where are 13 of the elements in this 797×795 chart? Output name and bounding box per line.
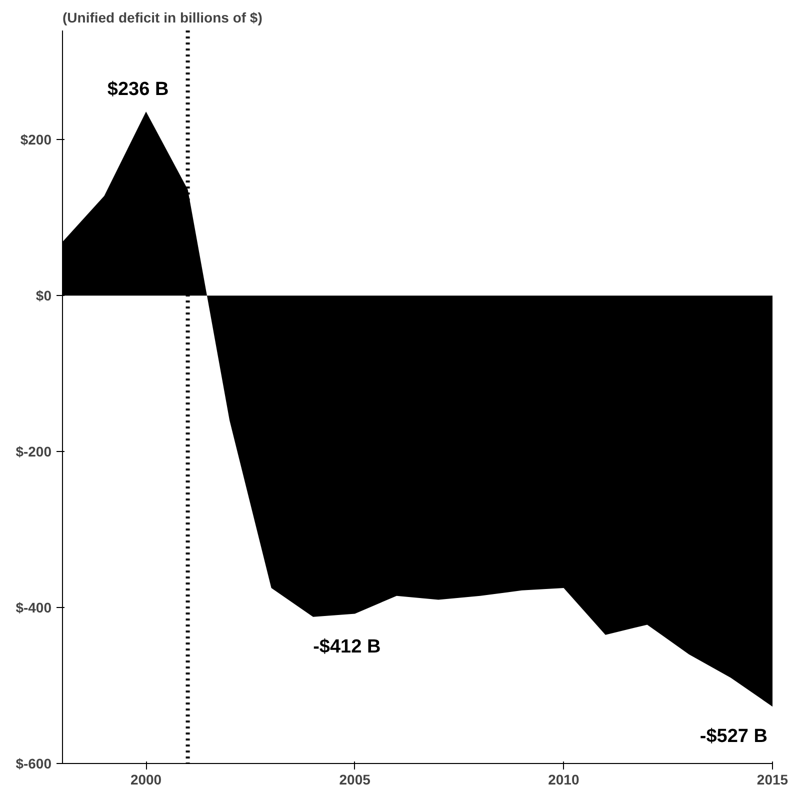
chart-title: (Unified deficit in billions of $) [62,10,262,26]
annotation: $236 B [107,79,169,100]
x-tick-label: 2010 [548,772,580,788]
x-tick-label: 2005 [339,772,371,788]
annotation: -$527 B [700,726,768,748]
annotation: -$412 B [313,636,381,658]
y-tick-label: $-600 [16,756,52,772]
x-tick-label: 2000 [130,772,162,788]
y-tick-label: $200 [20,132,52,148]
y-tick-label: $0 [36,288,52,304]
y-tick-label: $-200 [16,444,52,460]
x-tick-label: 2015 [756,772,788,788]
y-tick-label: $-400 [16,600,52,616]
